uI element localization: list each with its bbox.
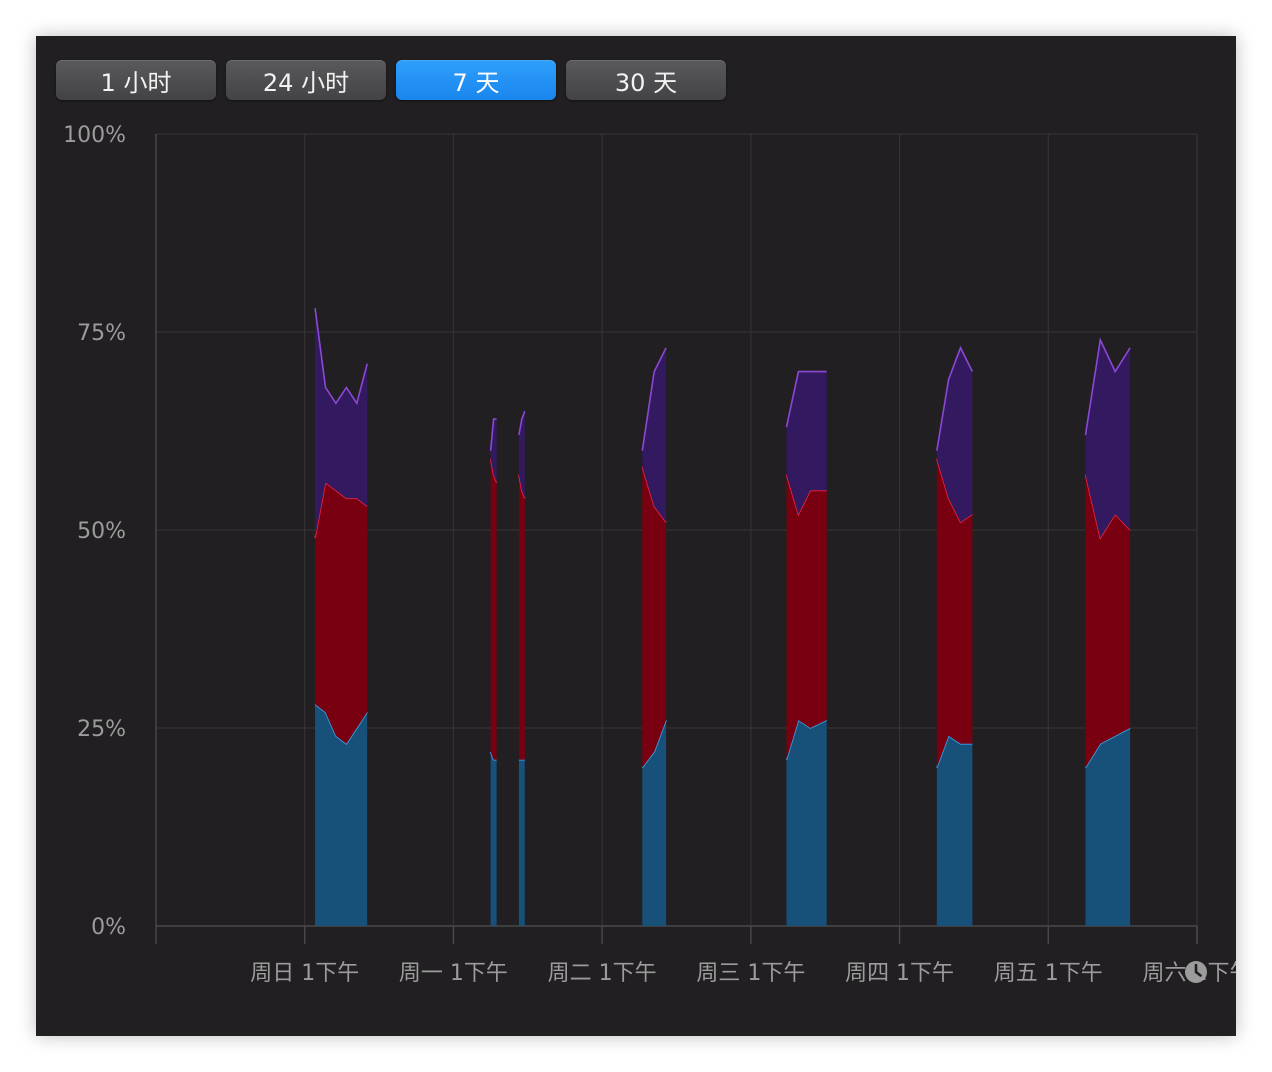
tab-24-hours[interactable]: 24 小时 — [226, 60, 386, 100]
area-segment-0-series-0 — [315, 704, 368, 926]
clock-icon[interactable] — [1184, 960, 1208, 984]
area-segment-2-series-1 — [518, 474, 525, 760]
usage-chart: 0% 25% 50% 75% 100% 周日 1下午 周一 1下午 周二 1下午 周三 1下午… — [63, 123, 1236, 986]
y-tick-label-4: 100% — [63, 123, 126, 148]
area-segment-3-series-2 — [642, 347, 667, 523]
area-segment-6-series-0 — [1085, 728, 1131, 926]
tab-30-days[interactable]: 30 天 — [566, 60, 726, 100]
x-tick-label-4: 周四 1下午 — [845, 961, 954, 986]
y-tick-label-0: 0% — [91, 915, 126, 940]
line-segment-0-series-2 — [314, 308, 368, 406]
area-segment-1-series-1 — [490, 458, 497, 760]
area-segment-1-series-0 — [490, 751, 497, 926]
tab-1-hour[interactable]: 1 小时 — [56, 60, 216, 100]
tab-7-days[interactable]: 7 天 — [396, 60, 556, 100]
line-segment-2-series-2 — [518, 410, 526, 436]
area-segment-5-series-2 — [936, 347, 973, 523]
area-segment-2-series-2 — [518, 411, 525, 499]
x-tick-label-1: 周一 1下午 — [399, 961, 508, 986]
line-segment-4-series-2 — [785, 370, 827, 428]
area-segment-5-series-1 — [936, 458, 973, 768]
area-segment-4-series-0 — [786, 720, 827, 926]
line-segment-5-series-2 — [936, 345, 974, 451]
x-tick-label-0: 周日 1下午 — [250, 961, 359, 986]
area-segment-6-series-2 — [1085, 339, 1131, 538]
x-tick-label-5: 周五 1下午 — [994, 961, 1103, 986]
x-tick-label-3: 周三 1下午 — [696, 961, 805, 986]
time-range-tabs: 1 小时 24 小时 7 天 30 天 — [56, 60, 726, 100]
area-segment-4-series-2 — [786, 371, 827, 515]
y-tick-label-3: 75% — [77, 321, 126, 346]
area-segment-4-series-1 — [786, 474, 827, 760]
area-segment-2-series-0 — [518, 759, 525, 926]
x-tick-label-2: 周二 1下午 — [548, 961, 657, 986]
y-tick-label-2: 50% — [77, 519, 126, 544]
area-segment-6-series-1 — [1085, 474, 1131, 768]
y-tick-label-1: 25% — [77, 717, 126, 742]
area-segment-0-series-2 — [315, 308, 368, 538]
line-segment-1-series-2 — [489, 418, 497, 451]
area-segment-0-series-1 — [315, 482, 368, 744]
area-segment-5-series-0 — [936, 735, 973, 926]
y-axis: 0% 25% 50% 75% 100% — [63, 123, 126, 940]
usage-panel: 1 小时 24 小时 7 天 30 天 0% 25% 50% 75% 100% 周日 1… — [36, 36, 1236, 1036]
chart-areas — [314, 308, 1131, 926]
line-segment-6-series-2 — [1084, 337, 1131, 436]
chart-grid — [155, 133, 1198, 944]
area-segment-3-series-0 — [642, 720, 667, 926]
line-segment-3-series-2 — [641, 347, 667, 451]
area-segment-3-series-1 — [642, 466, 667, 768]
